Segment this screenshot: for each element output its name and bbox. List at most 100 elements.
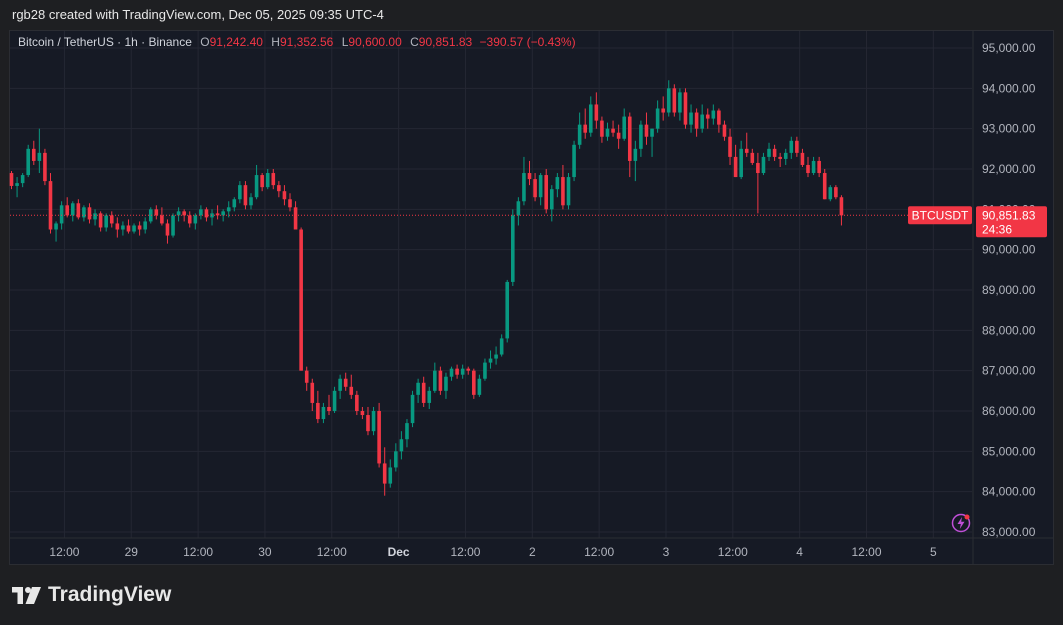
candle xyxy=(839,195,844,226)
candle-body xyxy=(722,124,727,137)
candle-body xyxy=(187,215,192,224)
candle xyxy=(366,406,370,436)
candle xyxy=(327,394,331,416)
candle-body xyxy=(672,88,677,113)
candle xyxy=(733,144,738,178)
candle xyxy=(683,88,688,129)
candle-body xyxy=(834,187,838,198)
candle xyxy=(126,219,131,234)
candle xyxy=(277,181,281,198)
candle xyxy=(31,140,36,165)
candle xyxy=(355,390,359,416)
candle-body xyxy=(644,124,649,137)
candle-body xyxy=(822,173,827,200)
candle xyxy=(705,108,710,129)
candle-body xyxy=(109,215,114,224)
candle-body xyxy=(761,156,766,174)
candle-body xyxy=(522,173,526,202)
candle xyxy=(132,223,136,234)
candle xyxy=(93,209,97,226)
candle xyxy=(271,169,276,190)
candle-body xyxy=(633,148,638,161)
open-label: O xyxy=(200,35,210,49)
candle xyxy=(215,205,220,220)
candle-body xyxy=(271,173,276,186)
candle xyxy=(388,459,393,488)
candle xyxy=(566,173,571,210)
candle-body xyxy=(817,160,821,174)
y-tick-label: 89,000.00 xyxy=(982,283,1036,297)
candle-body xyxy=(37,152,42,161)
high-value: 91,352.56 xyxy=(279,35,334,49)
candle-body xyxy=(115,223,120,230)
candle xyxy=(87,203,92,224)
candle xyxy=(449,366,454,381)
candle xyxy=(806,156,810,178)
candle-body xyxy=(488,358,493,363)
candle-body xyxy=(583,124,588,133)
symbol-label: Bitcoin / TetherUS · 1h · Binance xyxy=(18,35,192,49)
lightning-icon[interactable] xyxy=(951,513,971,533)
candle-body xyxy=(795,140,799,153)
y-tick-label: 94,000.00 xyxy=(982,81,1036,95)
price-tag: 90,851.83 24:36 xyxy=(976,206,1047,238)
candle-body xyxy=(689,112,693,125)
candle xyxy=(761,152,766,176)
candle-body xyxy=(744,148,749,153)
chart-frame[interactable] xyxy=(9,30,1054,565)
y-tick-label: 92,000.00 xyxy=(982,162,1036,176)
candle xyxy=(338,374,342,399)
candle xyxy=(549,185,554,222)
candle xyxy=(288,193,292,212)
low-value: 90,600.00 xyxy=(348,35,402,49)
candle-body xyxy=(494,354,498,359)
candle-body xyxy=(43,152,47,182)
candle xyxy=(26,144,31,178)
candle-body xyxy=(304,370,309,383)
candle xyxy=(767,142,771,161)
candle xyxy=(522,156,526,206)
candle xyxy=(527,160,532,186)
candle-body xyxy=(182,211,186,216)
candle-body xyxy=(416,382,420,395)
candle xyxy=(238,181,242,204)
candle xyxy=(249,193,253,210)
candle-body xyxy=(472,370,476,395)
candle xyxy=(477,374,482,397)
candle xyxy=(600,116,604,143)
candle xyxy=(143,217,147,234)
symbol-tag: BTCUSDT xyxy=(908,206,972,225)
candle-body xyxy=(711,110,716,119)
candle-body xyxy=(544,175,549,210)
grid-lines xyxy=(10,31,972,538)
tradingview-logo[interactable]: TradingView xyxy=(12,583,171,607)
candle xyxy=(260,173,264,192)
candle xyxy=(176,207,181,222)
candle-body xyxy=(566,177,571,206)
candle-body xyxy=(767,148,771,157)
candle xyxy=(622,108,626,141)
candle-body xyxy=(137,225,142,230)
price-tag-countdown: 24:36 xyxy=(982,222,1012,236)
candle-body xyxy=(394,451,398,468)
candle xyxy=(421,376,426,407)
candle-body xyxy=(288,199,292,208)
candle-body xyxy=(655,108,660,129)
candle xyxy=(54,221,58,242)
tradingview-logo-icon xyxy=(12,586,41,604)
candle-body xyxy=(694,112,699,129)
candle xyxy=(48,173,53,234)
x-tick-label: 12:00 xyxy=(317,545,347,559)
candle xyxy=(243,181,248,210)
candle xyxy=(405,419,409,448)
candle-body xyxy=(121,225,125,230)
candle-body xyxy=(98,213,103,228)
candle xyxy=(65,197,69,218)
candle xyxy=(98,211,103,232)
candle-body xyxy=(433,370,437,391)
candle xyxy=(427,386,432,409)
candle xyxy=(689,104,693,133)
candle xyxy=(739,140,743,180)
candle-body xyxy=(360,411,365,416)
